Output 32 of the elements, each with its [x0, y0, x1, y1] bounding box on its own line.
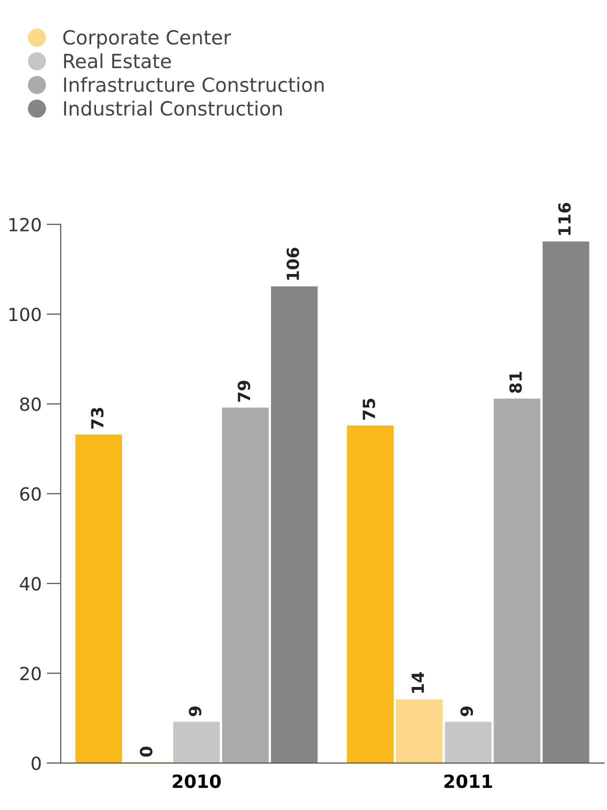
data-label: 14 — [412, 672, 424, 693]
y-tick-label: 40 — [20, 576, 41, 591]
y-tick-label: 0 — [32, 756, 41, 770]
bar — [494, 398, 540, 764]
data-label: 0 — [140, 746, 152, 757]
y-tick-label: 100 — [9, 308, 41, 322]
bar — [444, 722, 492, 764]
legend-label: Infrastructure Construction — [64, 77, 324, 92]
data-label: 116 — [558, 202, 571, 235]
legend-label: Corporate Center — [63, 30, 232, 48]
bar — [75, 434, 122, 764]
data-label: 106 — [286, 248, 300, 280]
bar — [173, 722, 220, 764]
bar — [347, 426, 394, 764]
y-tick-label: 120 — [9, 218, 41, 232]
data-label: 73 — [90, 408, 104, 429]
bar — [270, 286, 318, 764]
legend-label: Industrial Construction — [64, 100, 282, 116]
bar — [396, 699, 443, 764]
data-label: 79 — [238, 380, 250, 402]
y-tick-label: 20 — [20, 666, 41, 680]
x-tick-label: 2011 — [444, 774, 492, 788]
bar — [542, 241, 590, 764]
data-label: 9 — [188, 706, 202, 716]
bar — [222, 408, 269, 764]
data-label: 9 — [460, 706, 473, 716]
legend-label: Real Estate — [64, 53, 171, 68]
data-label: 75 — [362, 398, 376, 420]
data-label: 81 — [509, 372, 522, 393]
y-tick-label: 80 — [20, 397, 41, 412]
x-tick-label: 2010 — [172, 774, 221, 788]
y-tick-label: 60 — [20, 487, 41, 501]
